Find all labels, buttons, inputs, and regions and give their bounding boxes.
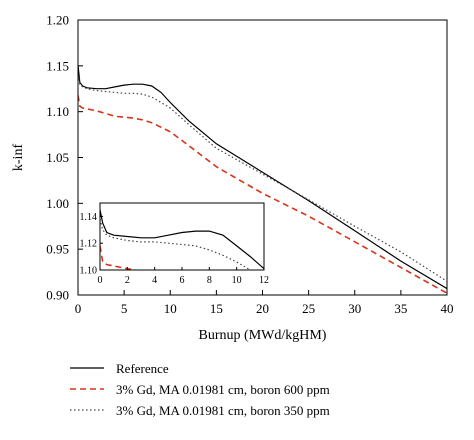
- main-y-tick-label: 0.95: [46, 242, 69, 257]
- main-y-tick-label: 1.05: [46, 150, 69, 165]
- inset-x-tick-label: 2: [125, 275, 130, 286]
- inset-x-tick-label: 12: [259, 275, 269, 286]
- legend-swatch-reference: [70, 367, 104, 369]
- inset-y-tick-label: 1.12: [80, 239, 98, 250]
- inset-x-tick-label: 10: [232, 275, 242, 286]
- inset-x-tick-label: 8: [207, 275, 212, 286]
- inset-panel: 0 2 4 6 8 10 12 1.10 1.12 1.14: [80, 202, 269, 286]
- main-x-tick-label: 35: [394, 301, 407, 316]
- inset-series-line-1: [100, 245, 136, 270]
- main-series-line-0: [78, 64, 447, 290]
- legend-entry: Reference: [70, 358, 470, 379]
- main-y-tick-label: 1.20: [46, 13, 69, 28]
- inset-series-line-0: [100, 209, 264, 270]
- main-x-tick-label: 40: [441, 301, 454, 316]
- main-series-line-2: [78, 74, 447, 282]
- main-x-tick-label: 5: [121, 301, 128, 316]
- main-x-tick-label: 10: [164, 301, 177, 316]
- main-panel: 0 5 10 15 20 25 30 35 400.900.951.001.051.101.15…: [11, 13, 454, 343]
- legend-entry: 3% Gd, MA 0.01981 cm, boron 600 ppm: [70, 379, 470, 400]
- main-x-tick-label: 30: [348, 301, 361, 316]
- legend-label: Reference: [116, 361, 169, 376]
- legend-label: 3% Gd, MA 0.01981 cm, boron 600 ppm: [116, 382, 330, 397]
- main-x-axis-label: Burnup (MWd/kgHM): [199, 328, 327, 343]
- main-y-tick-label: 1.15: [46, 58, 69, 73]
- main-y-tick-label: 1.10: [46, 104, 69, 119]
- legend-swatch-gd-600: [70, 388, 104, 390]
- inset-x-tick-label: 4: [152, 275, 157, 286]
- legend-entry: 3% Gd, MA 0.01981 cm, boron 350 ppm: [70, 400, 470, 421]
- inset-series-line-2: [100, 218, 251, 270]
- inset-x-tick-label: 0: [98, 275, 103, 286]
- legend-swatch-gd-350: [70, 409, 104, 411]
- chart-canvas: 0 5 10 15 20 25 30 35 400.900.951.001.051.101.15…: [11, 13, 454, 343]
- inset-x-tick-label: 6: [180, 275, 185, 286]
- inset-y-tick-label: 1.14: [80, 212, 98, 223]
- inset-y-tick-label: 1.10: [80, 266, 98, 277]
- main-x-tick-label: 20: [256, 301, 269, 316]
- main-x-tick-label: 15: [210, 301, 223, 316]
- main-y-axis-label: k-inf: [11, 144, 26, 172]
- main-x-tick-label: 0: [75, 301, 82, 316]
- main-y-tick-label: 0.90: [46, 288, 69, 303]
- main-series-line-1: [78, 95, 447, 294]
- chart-legend: Reference 3% Gd, MA 0.01981 cm, boron 60…: [70, 358, 470, 421]
- main-y-tick-label: 1.00: [46, 196, 69, 211]
- main-x-tick-label: 25: [302, 301, 315, 316]
- legend-label: 3% Gd, MA 0.01981 cm, boron 350 ppm: [116, 403, 330, 418]
